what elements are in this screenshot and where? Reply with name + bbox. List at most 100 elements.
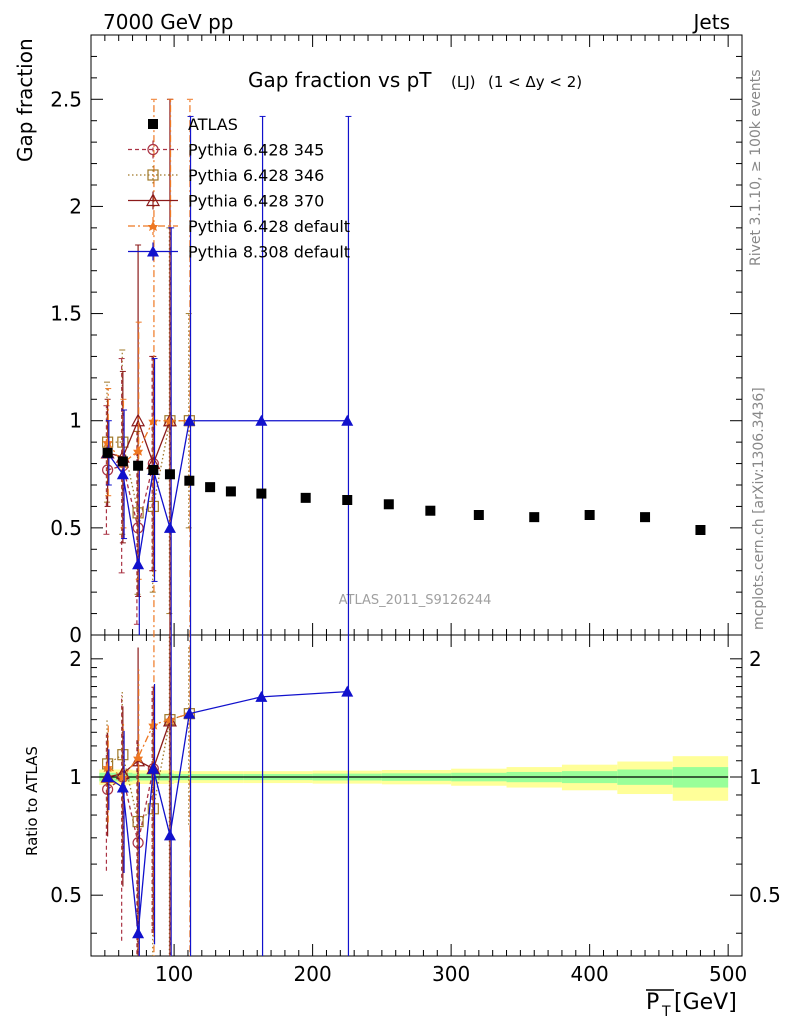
series-line — [107, 420, 190, 514]
ratio-data-point — [132, 927, 145, 939]
atlas-data-point — [383, 499, 394, 510]
ratio-data-point — [102, 762, 113, 773]
mcplots-citation-label: mcplots.cern.ch [arXiv:1306.3436] — [751, 387, 767, 630]
y-tick-label: 0.5 — [50, 516, 82, 540]
y-axis-label: Gap fraction — [13, 38, 37, 162]
ratio-series-layer — [100, 635, 354, 956]
header-left: 7000 GeV pp — [103, 10, 234, 34]
atlas-data-point — [102, 447, 113, 458]
legend-marker — [147, 245, 159, 257]
data-point — [133, 445, 144, 456]
ratio-y-tick-label: 2 — [69, 647, 82, 671]
rivet-version-label: Rivet 3.1.10, ≥ 100k events — [748, 69, 764, 266]
series-3-main — [102, 98, 195, 635]
ratio-data-point — [148, 719, 159, 730]
ratio-y-tick-label: 0.5 — [50, 883, 82, 907]
ratio-y-axis-label: Ratio to ATLAS — [23, 746, 41, 856]
legend-marker — [148, 119, 158, 129]
atlas-data-point — [164, 469, 175, 480]
atlas-data-point — [473, 510, 484, 520]
y-tick-label: 1 — [69, 409, 82, 433]
ratio-data-point — [133, 752, 144, 763]
x-axis-label: P T [GeV] — [646, 989, 737, 1020]
atlas-data-point — [584, 510, 595, 520]
data-point — [163, 521, 176, 533]
legend-marker — [148, 221, 158, 231]
x-tick-label: 500 — [709, 962, 747, 986]
ratio-data-point — [255, 690, 268, 702]
chart-title-sub: (LJ) — [451, 73, 476, 91]
series-4-ratio — [101, 635, 354, 956]
axis-ticks: 100 200 300 400 500 0 0.5 1 1.5 2 2.5 0.5 0.5 1 1 2 2 — [50, 34, 781, 986]
x-axis-label-main: P — [646, 990, 659, 1015]
y-tick-label: 1.5 — [50, 302, 82, 326]
data-point — [102, 437, 113, 448]
y-tick-label: 2 — [69, 194, 82, 218]
ratio-y-tick-label-right: 2 — [749, 647, 762, 671]
ratio-y-tick-label-right: 0.5 — [749, 883, 781, 907]
ratio-data-point — [101, 771, 114, 783]
ratio-series-line — [107, 690, 348, 934]
legend-label: Pythia 6.428 346 — [188, 166, 324, 185]
ratio-y-tick-label: 1 — [69, 765, 82, 789]
x-axis-label-sub: T — [661, 1004, 671, 1020]
ratio-data-point — [147, 762, 160, 774]
atlas-data-point — [640, 512, 651, 523]
data-point — [183, 414, 196, 426]
atlas-data-point — [256, 488, 267, 499]
atlas-data-point — [225, 486, 236, 497]
legend: ATLAS Pythia 6.428 345 Pythia 6.428 346 Pyt… — [128, 115, 350, 262]
series-line — [107, 420, 348, 565]
legend-marker — [147, 143, 159, 156]
atlas-reference-points — [102, 447, 706, 535]
plot-contents: 100 200 300 400 500 0 0.5 1 1.5 2 2.5 0.5 0.5 1 1 2 2 ATL… — [50, 34, 781, 986]
legend-label: Pythia 6.428 default — [188, 217, 350, 236]
x-tick-label: 200 — [294, 962, 332, 986]
atlas-data-point — [184, 475, 195, 486]
ratio-data-point — [164, 714, 175, 725]
data-point — [148, 415, 159, 426]
series-0-ratio — [102, 686, 159, 956]
ratio-data-point — [117, 772, 128, 783]
ratio-data-point — [116, 781, 129, 793]
legend-label: ATLAS — [188, 115, 238, 134]
atlas-data-point — [133, 460, 144, 471]
header-right: Jets — [692, 10, 730, 34]
ratio-plot-frame — [90, 634, 743, 957]
series-line — [107, 463, 154, 529]
chart-title: Gap fraction vs pT (LJ) (1 < Δy < 2) — [248, 68, 582, 92]
atlas-data-point — [117, 456, 128, 467]
ratio-data-point — [341, 685, 354, 697]
ratio-series-line — [107, 713, 190, 778]
x-tick-label: 300 — [432, 962, 470, 986]
atlas-data-point — [300, 492, 311, 503]
atlas-data-point — [342, 495, 353, 505]
ratio-data-point — [163, 829, 176, 841]
ratio-uncertainty-bands — [99, 756, 729, 801]
data-point — [255, 414, 268, 426]
data-point — [164, 415, 175, 426]
chart-title-cut: (1 < Δy < 2) — [488, 73, 582, 91]
atlas-data-point — [205, 482, 216, 493]
legend-label: Pythia 6.428 370 — [188, 192, 324, 211]
atlas-data-point — [695, 525, 706, 535]
x-tick-label: 400 — [571, 962, 609, 986]
data-point — [132, 558, 145, 570]
x-axis-label-unit: [GeV] — [674, 990, 737, 1015]
atlas-data-point — [529, 512, 540, 523]
legend-marker — [145, 193, 161, 207]
data-point — [341, 414, 354, 426]
ratio-series-line — [107, 768, 154, 843]
ratio-y-tick-label-right: 1 — [749, 765, 762, 789]
data-point — [116, 468, 129, 480]
x-tick-label: 100 — [155, 962, 193, 986]
analysis-tag: ATLAS_2011_S9126244 — [339, 593, 492, 608]
atlas-data-point — [425, 505, 436, 516]
legend-label: Pythia 8.308 default — [188, 243, 350, 262]
atlas-data-point — [148, 465, 159, 475]
legend-marker — [147, 169, 159, 181]
y-tick-label: 0 — [69, 623, 82, 647]
chart-title-main: Gap fraction vs pT — [248, 68, 432, 92]
